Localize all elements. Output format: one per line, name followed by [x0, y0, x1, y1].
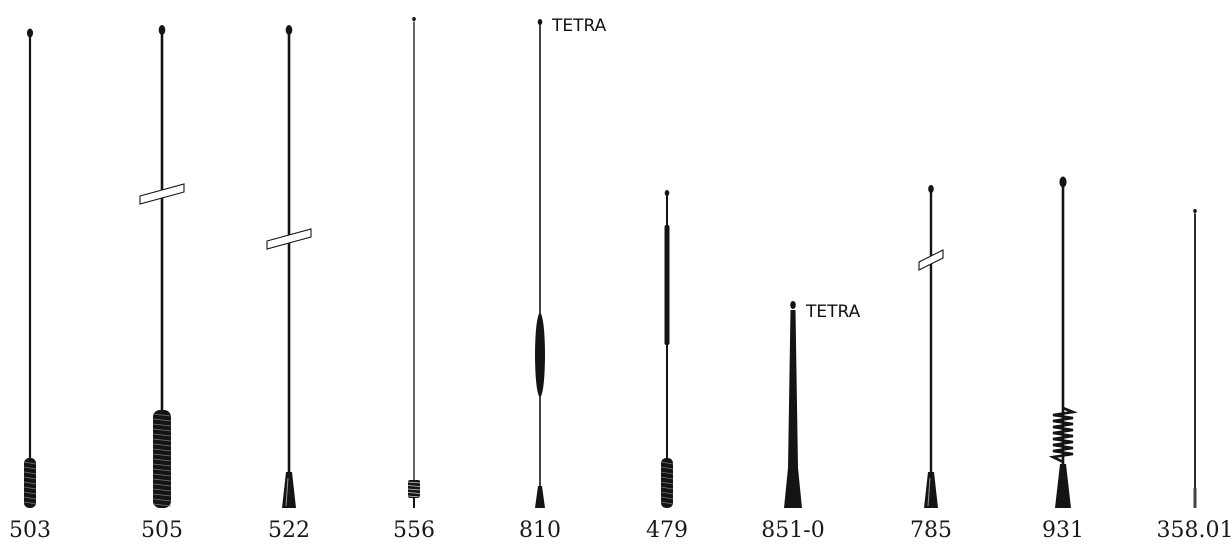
spring-ridge [152, 463, 172, 467]
whip-body [788, 310, 798, 468]
spring-ridge [152, 413, 172, 417]
spring-ridge [152, 478, 172, 482]
model-label-931: 931 [1042, 518, 1084, 543]
mount-highlight [285, 477, 289, 507]
open-coil [1048, 406, 1078, 464]
spring-ridge [152, 433, 172, 437]
antenna-tip [158, 25, 166, 35]
tetra-tag-851-0: TETRA [806, 302, 861, 322]
spring-ridge [23, 501, 37, 505]
mount-base [924, 472, 938, 508]
coil-mount-base [1055, 464, 1071, 508]
spring-ridge [152, 468, 172, 472]
mount-highlight [927, 477, 931, 507]
tetra-tag-810: TETRA [552, 16, 607, 36]
spring-ridge [23, 466, 37, 470]
break-mark [918, 249, 944, 271]
spring-ridge [23, 491, 37, 495]
antenna-503 [23, 28, 37, 508]
loading-coil [535, 313, 545, 397]
spring-ridge [152, 428, 172, 432]
mount-base [282, 472, 296, 508]
spring-ridge [23, 496, 37, 500]
spring-ridge [152, 453, 172, 457]
antenna-358-01 [1193, 209, 1197, 508]
antenna-tip [285, 25, 293, 35]
model-label-479: 479 [646, 518, 688, 543]
spring-ridge [152, 503, 172, 507]
spring-ridge [152, 418, 172, 422]
antenna-785 [918, 185, 944, 508]
spring-ridge [152, 498, 172, 502]
spring-ridge [23, 461, 37, 465]
antenna-tip [928, 185, 934, 193]
antenna-556 [407, 17, 421, 508]
antenna-810 [535, 19, 545, 508]
spring-ridge [660, 481, 674, 485]
coil-ridge [407, 492, 421, 494]
antenna-tip [412, 17, 416, 21]
spring-ridge [660, 501, 674, 505]
coil-ridge [407, 495, 421, 498]
spring-ridge [660, 486, 674, 490]
model-label-810: 810 [519, 518, 561, 543]
spring-ridge [152, 438, 172, 442]
antenna-931 [1048, 176, 1078, 508]
antenna-tip [790, 301, 796, 309]
spring-ridge [152, 493, 172, 497]
model-label-785: 785 [910, 518, 952, 543]
break-mark [266, 228, 312, 250]
antenna-tip [537, 19, 543, 25]
spring-ridge [23, 481, 37, 485]
antenna-tip [1193, 209, 1197, 213]
spring-ridge [152, 448, 172, 452]
spring-ridge [660, 471, 674, 475]
whip-base [784, 468, 802, 508]
shaft-sleeve [664, 225, 670, 345]
spring-ridge [23, 476, 37, 480]
spring-ridge [660, 496, 674, 500]
antenna-479 [660, 190, 674, 508]
spring-ridge [152, 423, 172, 427]
model-label-556: 556 [393, 518, 435, 543]
spring-ridge [23, 486, 37, 490]
spring-ridge [152, 443, 172, 447]
antenna-505 [139, 25, 185, 508]
coil-ridge [407, 488, 421, 491]
break-mark [139, 183, 185, 205]
spring-ridge [660, 466, 674, 470]
antenna-tip [26, 28, 34, 38]
antenna-tip [1059, 176, 1067, 188]
taper-base [535, 486, 545, 508]
spring-ridge [23, 471, 37, 475]
antenna-tip [664, 190, 670, 196]
model-label-505: 505 [141, 518, 183, 543]
spring-ridge [152, 488, 172, 492]
spring-ridge [660, 461, 674, 465]
spring-ridge [660, 491, 674, 495]
coil-ridge [407, 481, 421, 484]
spring-ridge [152, 458, 172, 462]
spring-ridge [152, 473, 172, 477]
spring-ridge [152, 483, 172, 487]
coil-ridge [407, 485, 421, 487]
antenna-851-0 [784, 301, 802, 508]
model-label-522: 522 [268, 518, 310, 543]
model-label-358-01: 358.01 [1156, 518, 1231, 543]
spring-ridge [660, 476, 674, 480]
model-label-503: 503 [9, 518, 51, 543]
plain-base [1193, 488, 1197, 508]
antenna-522 [266, 25, 312, 508]
model-label-851-0: 851-0 [761, 518, 825, 543]
